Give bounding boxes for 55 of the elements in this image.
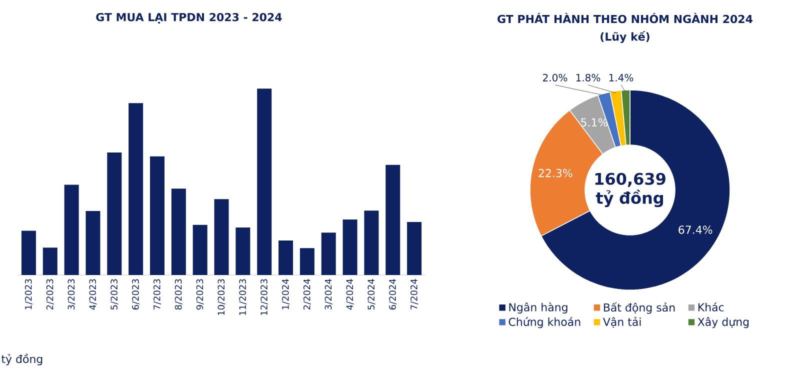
x-tick-label: 6/2023 <box>132 279 140 310</box>
chart-title: GT PHÁT HÀNH THEO NHÓM NGÀNH 2024 <box>498 12 752 24</box>
legend-label: Ngân hàng <box>509 302 568 314</box>
bar <box>192 224 208 275</box>
legend-label: Bất động sản <box>604 302 675 314</box>
legend-label: Xây dựng <box>698 317 749 328</box>
x-tick-label: 4/2023 <box>89 279 97 310</box>
x-tick-label: 12/2023 <box>260 279 268 315</box>
bar <box>107 152 122 275</box>
bar <box>386 164 400 275</box>
x-tick-label: 10/2023 <box>218 279 226 315</box>
bar <box>150 156 164 275</box>
bar <box>236 227 250 275</box>
bar <box>86 211 100 275</box>
bar <box>342 219 358 275</box>
bar <box>300 248 314 275</box>
bar <box>171 188 186 275</box>
data-label: 1.8% <box>576 74 600 82</box>
bar <box>42 248 58 275</box>
data-label: 67.4% <box>678 226 712 234</box>
legend-label: Khác <box>698 302 724 312</box>
data-label: 1.4% <box>609 74 634 82</box>
text: 160,639 tỷ đồng <box>595 172 666 208</box>
text: tỷ đồng <box>1 354 42 366</box>
x-tick-label: 9/2023 <box>196 279 204 310</box>
data-label: 5.1% <box>581 118 608 127</box>
bar <box>64 184 79 275</box>
bar <box>214 199 229 275</box>
x-tick-label: 7/2024 <box>410 279 418 310</box>
x-tick-label: 7/2023 <box>153 279 161 310</box>
x-tick-label: 3/2024 <box>324 279 332 310</box>
x-tick-label: 6/2024 <box>389 279 397 310</box>
bar <box>128 103 144 275</box>
x-tick-label: 1/2024 <box>282 279 290 310</box>
data-label: 22.3% <box>538 168 572 178</box>
bar <box>364 210 379 275</box>
bar <box>21 230 36 275</box>
x-tick-label: 8/2023 <box>174 279 182 310</box>
x-tick-label: 11/2023 <box>239 279 247 315</box>
legend-label: Vận tải <box>602 316 641 328</box>
x-tick-label: 4/2024 <box>346 279 354 310</box>
bar <box>321 232 336 275</box>
bar <box>257 88 272 275</box>
x-tick-label: 2/2024 <box>303 279 311 310</box>
x-tick-label: 5/2023 <box>110 279 118 310</box>
data-label: 2.0% <box>543 74 568 82</box>
legend-label: Chứng khoán <box>508 317 580 328</box>
chart-subtitle: (Lũy kế) <box>600 31 650 43</box>
x-tick-label: 2/2023 <box>46 279 54 310</box>
bar <box>278 240 294 275</box>
chart-title: GT MUA LẠI TPDN 2023 - 2024 <box>96 12 282 24</box>
x-tick-label: 1/2023 <box>24 279 32 310</box>
x-tick-label: 3/2023 <box>68 279 76 310</box>
x-tick-label: 5/2024 <box>368 279 376 310</box>
bar <box>407 222 422 275</box>
